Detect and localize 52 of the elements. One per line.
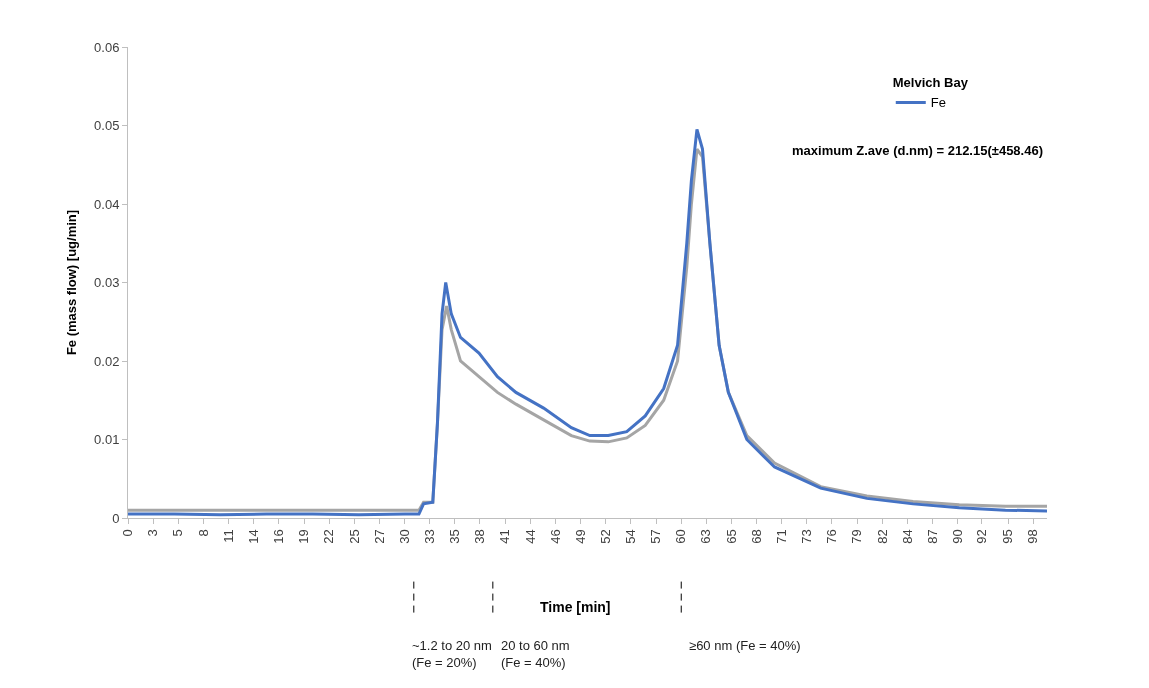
- x-tick-label: 65: [723, 529, 739, 544]
- x-tick-label: 11: [220, 529, 236, 543]
- x-tick-label: 73: [799, 529, 815, 544]
- x-tick-label: 98: [1025, 529, 1041, 544]
- x-tick-label: 27: [371, 529, 387, 544]
- x-tick-label: 90: [949, 529, 965, 544]
- x-tick-label: 54: [623, 529, 639, 544]
- x-tick-label: 68: [748, 529, 764, 544]
- text: 20 to 60 nm (Fe = 40%): [501, 638, 570, 670]
- x-tick-label: 84: [899, 529, 915, 544]
- annotation: maximum Z.ave (d.nm) = 212.15(±458.46): [792, 143, 1043, 158]
- x-tick-label: 5: [170, 529, 186, 537]
- x-tick-label: 30: [396, 529, 412, 544]
- x-tick-label: 46: [547, 529, 563, 544]
- x-tick-label: 33: [421, 529, 437, 544]
- x-tick-label: 49: [572, 529, 588, 544]
- x-tick-label: 71: [773, 529, 789, 544]
- x-tick-label: 3: [145, 529, 161, 537]
- x-tick-label: 8: [195, 529, 211, 537]
- x-tick-label: 38: [472, 529, 488, 544]
- x-tick-label: 16: [271, 529, 287, 544]
- x-tick-label: 63: [698, 529, 714, 544]
- x-tick-label: 57: [648, 529, 664, 544]
- x-tick-label: 79: [849, 529, 865, 544]
- x-axis-title: Time [min]: [540, 599, 611, 615]
- x-tick-label: 44: [522, 529, 538, 544]
- x-tick-label: 87: [924, 529, 940, 544]
- y-tick-label: 0.05: [94, 118, 120, 134]
- x-tick-label: 60: [673, 529, 689, 544]
- x-tick-label: 22: [321, 529, 337, 544]
- x-tick-label: 76: [824, 529, 840, 544]
- legend-label: Fe: [930, 95, 946, 111]
- text: ≥60 nm (Fe = 40%): [689, 638, 801, 653]
- x-tick-label: 25: [346, 529, 362, 544]
- y-tick-label: 0.06: [94, 39, 120, 55]
- text: ~1.2 to 20 nm (Fe = 20%): [412, 638, 492, 670]
- x-tick-label: 82: [874, 529, 890, 544]
- x-tick-label: 41: [497, 529, 513, 544]
- legend-title: Melvich Bay: [892, 75, 969, 91]
- x-tick-label: 52: [597, 529, 613, 544]
- x-tick-label: 95: [1000, 529, 1016, 544]
- y-tick-label: 0: [112, 510, 120, 526]
- x-tick-label: 92: [974, 529, 990, 544]
- x-tick-label: 35: [447, 529, 463, 544]
- y-tick-label: 0.04: [94, 196, 120, 212]
- x-tick-label: 0: [120, 529, 136, 537]
- x-tick-label: 14: [245, 529, 261, 544]
- y-axis-title: Fe (mass flow) [ug/min]: [64, 209, 80, 356]
- x-tick-label: 19: [296, 529, 312, 544]
- y-tick-label: 0.01: [94, 432, 120, 448]
- y-tick-label: 0.02: [94, 353, 120, 369]
- y-tick-label: 0.03: [94, 275, 120, 291]
